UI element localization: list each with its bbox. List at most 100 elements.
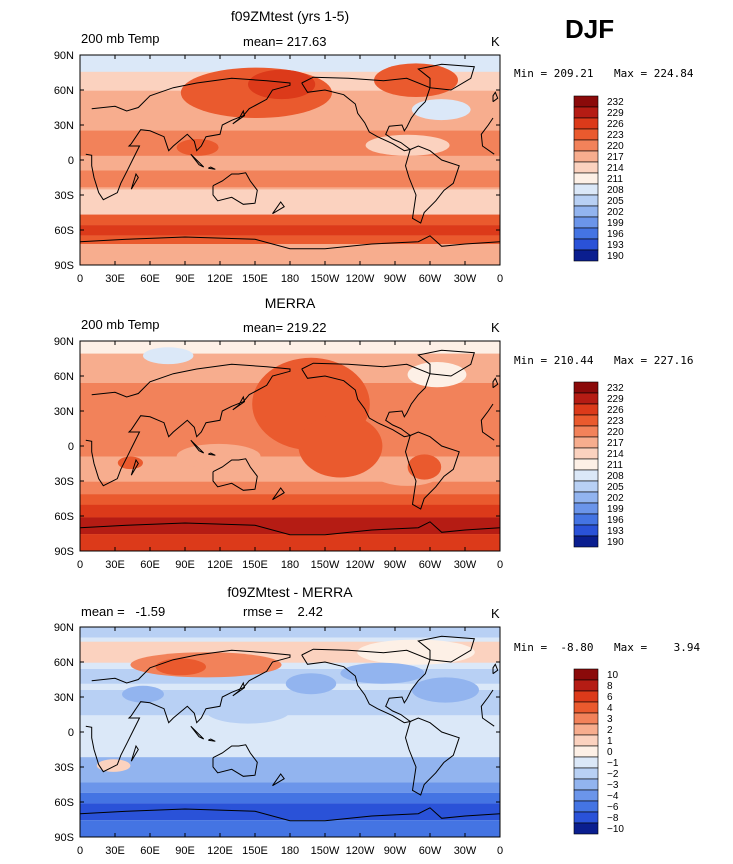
colorbar-swatch bbox=[573, 756, 599, 769]
contour-band bbox=[80, 757, 500, 783]
contour-blob bbox=[176, 443, 261, 470]
colorbar-swatch bbox=[573, 425, 599, 438]
contour-blob bbox=[407, 454, 442, 480]
colorbar-label: 226 bbox=[607, 119, 624, 130]
colorbar-label: 202 bbox=[607, 207, 624, 218]
coastline bbox=[85, 649, 495, 773]
x-tick-label: 150W bbox=[311, 845, 340, 857]
colorbar-swatch bbox=[573, 800, 599, 813]
contour-band bbox=[80, 55, 500, 76]
colorbar-label: 4 bbox=[607, 703, 613, 714]
x-tick-label: 30E bbox=[105, 845, 125, 857]
panel-1-min-label: Min = 209.21 bbox=[514, 67, 594, 80]
contour-blob bbox=[340, 662, 425, 684]
x-tick-label: 120E bbox=[207, 845, 233, 857]
colorbar-label: 8 bbox=[607, 681, 613, 692]
contour-band bbox=[80, 353, 500, 383]
contour-blob bbox=[374, 63, 458, 97]
colorbar-label: 232 bbox=[607, 97, 624, 108]
colorbar-label: 211 bbox=[607, 174, 623, 185]
contour-band bbox=[80, 130, 500, 156]
colorbar-label: 6 bbox=[607, 692, 613, 703]
colorbar-label: −2 bbox=[607, 769, 619, 780]
map-panel-3: 0 30E 60E 90E 120E 150E 180 150W 120W 90W 60W 30W 09… bbox=[54, 622, 503, 857]
y-tick-label: 90N bbox=[54, 50, 74, 62]
colorbar-2: 2322292262232202172142112082052021991961… bbox=[573, 381, 624, 548]
colorbar-swatch bbox=[573, 502, 599, 515]
panel-2-max-label: Max = 227.16 bbox=[614, 354, 694, 367]
panel-2-variable-label: 200 mb Temp bbox=[81, 317, 160, 332]
colorbar-swatch bbox=[573, 392, 599, 405]
colorbar-label: 232 bbox=[607, 383, 624, 394]
x-tick-label: 90E bbox=[175, 845, 195, 857]
colorbar-label: 205 bbox=[607, 196, 624, 207]
coastline bbox=[212, 744, 258, 777]
y-tick-label: 30S bbox=[54, 476, 74, 488]
contour-blob bbox=[176, 139, 219, 156]
x-tick-label: 180 bbox=[281, 845, 299, 857]
contour-band bbox=[80, 456, 500, 482]
contour-band bbox=[80, 170, 500, 188]
coastline bbox=[492, 663, 499, 675]
colorbar-label: 214 bbox=[607, 449, 624, 460]
x-tick-label: 0 bbox=[497, 559, 503, 571]
coastline bbox=[232, 681, 246, 697]
contour-band bbox=[80, 71, 500, 102]
colorbar-swatch bbox=[573, 811, 599, 824]
colorbar-swatch bbox=[573, 205, 599, 218]
coastlines bbox=[80, 635, 500, 822]
contour-band bbox=[80, 235, 500, 247]
coastline bbox=[417, 63, 475, 91]
coastline bbox=[190, 725, 205, 740]
colorbar-swatch bbox=[573, 238, 599, 251]
panel-3-mean-label: mean = -1.59 bbox=[81, 604, 166, 619]
colorbar-label: −10 bbox=[607, 824, 624, 835]
coastline bbox=[301, 76, 431, 152]
contour-band bbox=[80, 504, 500, 518]
x-tick-label: 60E bbox=[140, 559, 160, 571]
contour-band bbox=[80, 820, 500, 837]
panel-1-units-label: K bbox=[491, 34, 500, 49]
x-tick-label: 90W bbox=[384, 845, 407, 857]
x-tick-label: 180 bbox=[281, 559, 299, 571]
colorbar-label: −8 bbox=[607, 813, 619, 824]
y-tick-label: 60N bbox=[54, 371, 74, 383]
contour-field-2 bbox=[80, 341, 500, 551]
map-frame bbox=[79, 626, 501, 838]
x-tick-label: 150E bbox=[242, 559, 268, 571]
contour-blob bbox=[411, 99, 471, 121]
x-tick-label: 150E bbox=[242, 273, 268, 285]
contour-blob bbox=[365, 134, 450, 156]
panel-2-mean-label: mean= 219.22 bbox=[243, 320, 327, 335]
x-tick-label: 0 bbox=[497, 273, 503, 285]
colorbar-label: 10 bbox=[607, 670, 619, 681]
colorbar-swatch bbox=[573, 161, 599, 174]
x-tick-label: 120E bbox=[207, 273, 233, 285]
contour-band bbox=[80, 189, 500, 215]
x-tick-label: 30E bbox=[105, 273, 125, 285]
contour-blob bbox=[298, 414, 383, 478]
colorbar-swatch bbox=[573, 767, 599, 780]
x-tick-label: 0 bbox=[77, 273, 83, 285]
y-tick-label: 90N bbox=[54, 336, 74, 348]
contour-band bbox=[80, 641, 500, 663]
coastline bbox=[130, 458, 139, 476]
colorbar-swatch bbox=[573, 469, 599, 482]
colorbar-label: −4 bbox=[607, 791, 619, 802]
coastline bbox=[80, 235, 500, 250]
panel-2-units-label: K bbox=[491, 320, 500, 335]
colorbar-swatch bbox=[573, 734, 599, 747]
colorbar-swatch bbox=[573, 128, 599, 141]
coastline bbox=[85, 77, 495, 201]
coastline bbox=[492, 91, 499, 103]
map-frame bbox=[79, 340, 501, 552]
colorbar-swatch bbox=[573, 535, 599, 548]
colorbar-label: 220 bbox=[607, 141, 624, 152]
panel-2-title: MERRA bbox=[264, 295, 316, 311]
contour-blob bbox=[374, 460, 442, 486]
panel-1-title: f09ZMtest (yrs 1-5) bbox=[230, 8, 350, 24]
colorbar-label: 196 bbox=[607, 229, 624, 240]
contour-band bbox=[80, 534, 500, 551]
x-tick-label: 0 bbox=[497, 845, 503, 857]
coastline bbox=[130, 172, 139, 190]
